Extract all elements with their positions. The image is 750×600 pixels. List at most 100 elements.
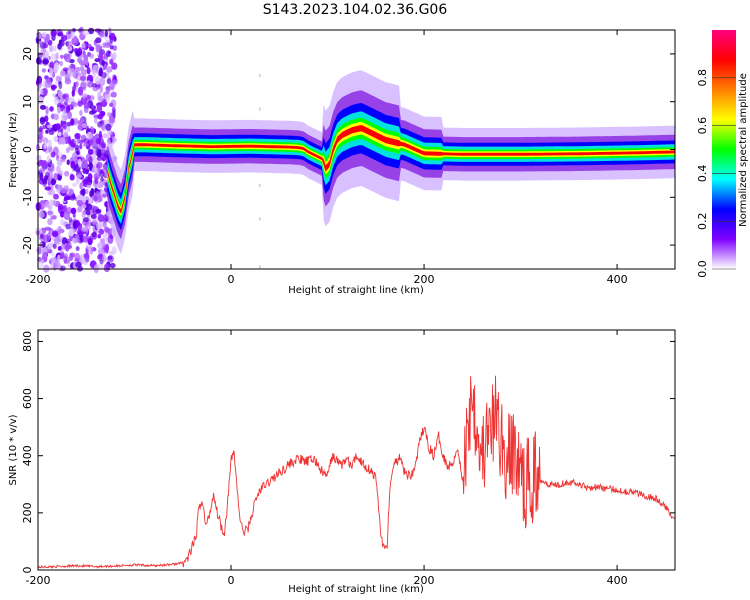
noise-blob bbox=[76, 174, 82, 179]
noise-blob bbox=[86, 203, 93, 211]
noise-blob bbox=[81, 122, 87, 129]
noise-blob bbox=[85, 60, 89, 66]
noise-blob bbox=[95, 222, 100, 230]
noise-blob bbox=[100, 141, 107, 149]
noise-blob bbox=[79, 110, 83, 117]
colorbar-ticks: 0.0 0.2 0.4 0.6 0.8 bbox=[696, 69, 736, 278]
noise-blob bbox=[60, 218, 65, 226]
noise-blob bbox=[82, 179, 90, 185]
noise-blob bbox=[70, 160, 76, 169]
noise-blob bbox=[64, 195, 71, 201]
spectrogram-y-tick-label: -20 bbox=[21, 236, 34, 254]
noise-blob bbox=[55, 153, 60, 161]
ridge-artifact bbox=[259, 107, 261, 111]
noise-blob bbox=[79, 255, 86, 265]
noise-blob bbox=[102, 254, 107, 262]
noise-blob bbox=[46, 154, 51, 163]
noise-blob bbox=[55, 183, 61, 193]
noise-blob bbox=[59, 210, 65, 218]
noise-blob bbox=[50, 84, 56, 91]
noise-blob bbox=[50, 29, 57, 37]
colorbar-label: Normalized spectral amplitude bbox=[738, 73, 749, 227]
noise-blob bbox=[62, 129, 69, 138]
noise-blob bbox=[77, 100, 83, 107]
noise-blob bbox=[95, 44, 101, 53]
spectrogram-y-ticks: -20 -10 0 10 20 bbox=[21, 47, 675, 254]
noise-blob bbox=[49, 61, 55, 70]
noise-blob bbox=[59, 70, 66, 77]
snr-y-tick-label: 400 bbox=[21, 445, 34, 466]
noise-blob bbox=[100, 122, 106, 131]
noise-blob bbox=[64, 170, 70, 177]
noise-blob bbox=[69, 174, 75, 181]
noise-blob bbox=[110, 91, 117, 98]
noise-blob bbox=[87, 148, 94, 156]
noise-blob bbox=[99, 85, 103, 93]
noise-blob bbox=[72, 237, 78, 244]
noise-blob bbox=[104, 94, 112, 99]
noise-blob bbox=[75, 81, 79, 88]
noise-blob bbox=[82, 235, 89, 243]
snr-x-tick-label: 400 bbox=[607, 574, 628, 587]
ridge-band bbox=[107, 117, 675, 220]
noise-blob bbox=[71, 89, 75, 97]
snr-frame bbox=[37, 329, 676, 571]
noise-blob bbox=[38, 127, 43, 133]
spectrogram-y-tick-label: 0 bbox=[21, 146, 34, 153]
noise-blob bbox=[48, 189, 56, 196]
noise-blob bbox=[93, 195, 98, 202]
noise-blob bbox=[89, 138, 94, 144]
spectrogram-x-ticks: -200 0 200 400 bbox=[26, 30, 628, 286]
noise-blob bbox=[51, 45, 57, 52]
noise-blob bbox=[69, 253, 74, 261]
noise-blob bbox=[53, 236, 59, 245]
noise-blob bbox=[79, 182, 83, 190]
colorbar-tick-label: 0.6 bbox=[696, 117, 709, 135]
noise-blob bbox=[41, 68, 47, 73]
snr-y-label: SNR (10 * v/v) bbox=[8, 414, 19, 485]
noise-blob bbox=[81, 203, 87, 209]
noise-blob bbox=[59, 60, 63, 67]
noise-blob bbox=[81, 226, 89, 233]
noise-blob bbox=[88, 197, 93, 203]
noise-blob bbox=[52, 200, 57, 206]
noise-blob bbox=[109, 58, 114, 65]
noise-blob bbox=[70, 31, 75, 39]
noise-blob bbox=[108, 27, 112, 35]
noise-blob bbox=[97, 95, 104, 102]
spectrogram-y-tick-label: -10 bbox=[21, 188, 34, 206]
noise-blob bbox=[97, 253, 104, 260]
noise-blob bbox=[84, 251, 90, 261]
noise-blob bbox=[67, 104, 74, 111]
noise-blob bbox=[77, 158, 82, 168]
noise-blob bbox=[66, 159, 70, 166]
noise-blob bbox=[81, 43, 86, 49]
noise-blob bbox=[66, 40, 72, 50]
noise-blob bbox=[80, 134, 87, 143]
noise-blob bbox=[75, 261, 82, 268]
noise-blob bbox=[62, 124, 67, 130]
noise-blob bbox=[95, 137, 102, 145]
noise-blob bbox=[44, 175, 49, 181]
noise-blob bbox=[58, 39, 63, 45]
noise-blob bbox=[88, 110, 96, 115]
noise-blob bbox=[107, 234, 114, 244]
noise-blob bbox=[54, 262, 62, 270]
noise-blob bbox=[60, 265, 66, 272]
noise-blob bbox=[36, 154, 42, 162]
noise-blob bbox=[72, 182, 77, 187]
noise-blob bbox=[112, 45, 118, 51]
noise-blob bbox=[81, 162, 88, 169]
ridge-artifact bbox=[259, 265, 261, 269]
noise-blob bbox=[55, 52, 59, 60]
noise-blob bbox=[38, 210, 45, 219]
noise-blob bbox=[87, 238, 93, 246]
noise-blob bbox=[39, 172, 44, 181]
noise-blob bbox=[74, 132, 81, 140]
noise-blob bbox=[68, 228, 74, 237]
colorbar-gradient bbox=[712, 30, 736, 269]
snr-y-ticks: 0 200 400 600 800 bbox=[21, 331, 675, 574]
noise-blob bbox=[58, 80, 63, 90]
noise-blob bbox=[78, 66, 85, 72]
noise-blob bbox=[88, 162, 93, 170]
